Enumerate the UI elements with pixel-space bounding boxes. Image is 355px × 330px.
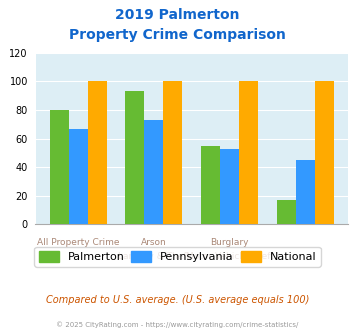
Legend: Palmerton, Pennsylvania, National: Palmerton, Pennsylvania, National [34,247,321,267]
Bar [201,146,220,224]
Bar [315,82,334,224]
Text: © 2025 CityRating.com - https://www.cityrating.com/crime-statistics/: © 2025 CityRating.com - https://www.city… [56,322,299,328]
Bar [125,91,144,224]
Bar [239,82,258,224]
Text: Arson: Arson [141,238,167,247]
Text: Burglary: Burglary [210,238,249,247]
Bar [69,129,88,224]
Bar [88,82,106,224]
Text: 2019 Palmerton: 2019 Palmerton [115,8,240,22]
Bar [163,82,182,224]
Bar [220,148,239,224]
Text: Property Crime Comparison: Property Crime Comparison [69,28,286,42]
Text: Compared to U.S. average. (U.S. average equals 100): Compared to U.S. average. (U.S. average … [46,295,309,305]
Text: All Property Crime: All Property Crime [37,238,119,247]
Bar [277,200,296,224]
Bar [296,160,315,224]
Bar [50,110,69,224]
Bar [144,120,163,224]
Text: Motor Vehicle Theft: Motor Vehicle Theft [186,252,274,261]
Text: Larceny & Theft: Larceny & Theft [118,252,190,261]
